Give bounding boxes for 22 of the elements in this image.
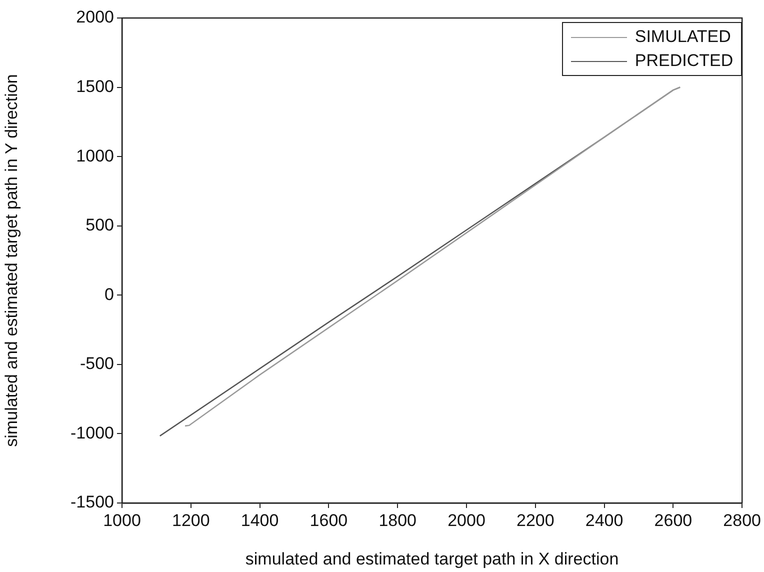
x-tick-label: 1000 (103, 510, 141, 530)
y-tick-label: 2000 (76, 8, 114, 27)
y-tick-label: 0 (104, 284, 114, 304)
x-tick-label: 2600 (654, 510, 692, 530)
y-tick-label: -500 (80, 354, 114, 374)
legend-label: PREDICTED (634, 51, 734, 71)
x-tick-label: 2800 (723, 510, 762, 530)
x-tick-label: 2200 (516, 510, 554, 530)
legend-label: SIMULATED (634, 27, 731, 47)
y-tick-label: -1500 (70, 492, 114, 512)
y-tick-label: -1000 (70, 423, 114, 442)
x-tick-label: 2400 (585, 510, 624, 530)
x-tick-label: 1800 (378, 510, 417, 530)
x-axis-title: simulated and estimated target path in X direction (245, 549, 619, 568)
x-tick-label: 1200 (172, 510, 210, 530)
y-tick-label: 500 (86, 216, 114, 235)
x-tick-label: 2000 (448, 510, 486, 530)
x-tick-label: 1400 (240, 510, 279, 530)
y-tick-label: 1000 (76, 146, 114, 166)
y-axis-title: simulated and estimated target path in Y direction (2, 74, 21, 447)
y-tick-label: 1500 (76, 76, 114, 96)
x-tick-label: 1600 (310, 510, 348, 530)
